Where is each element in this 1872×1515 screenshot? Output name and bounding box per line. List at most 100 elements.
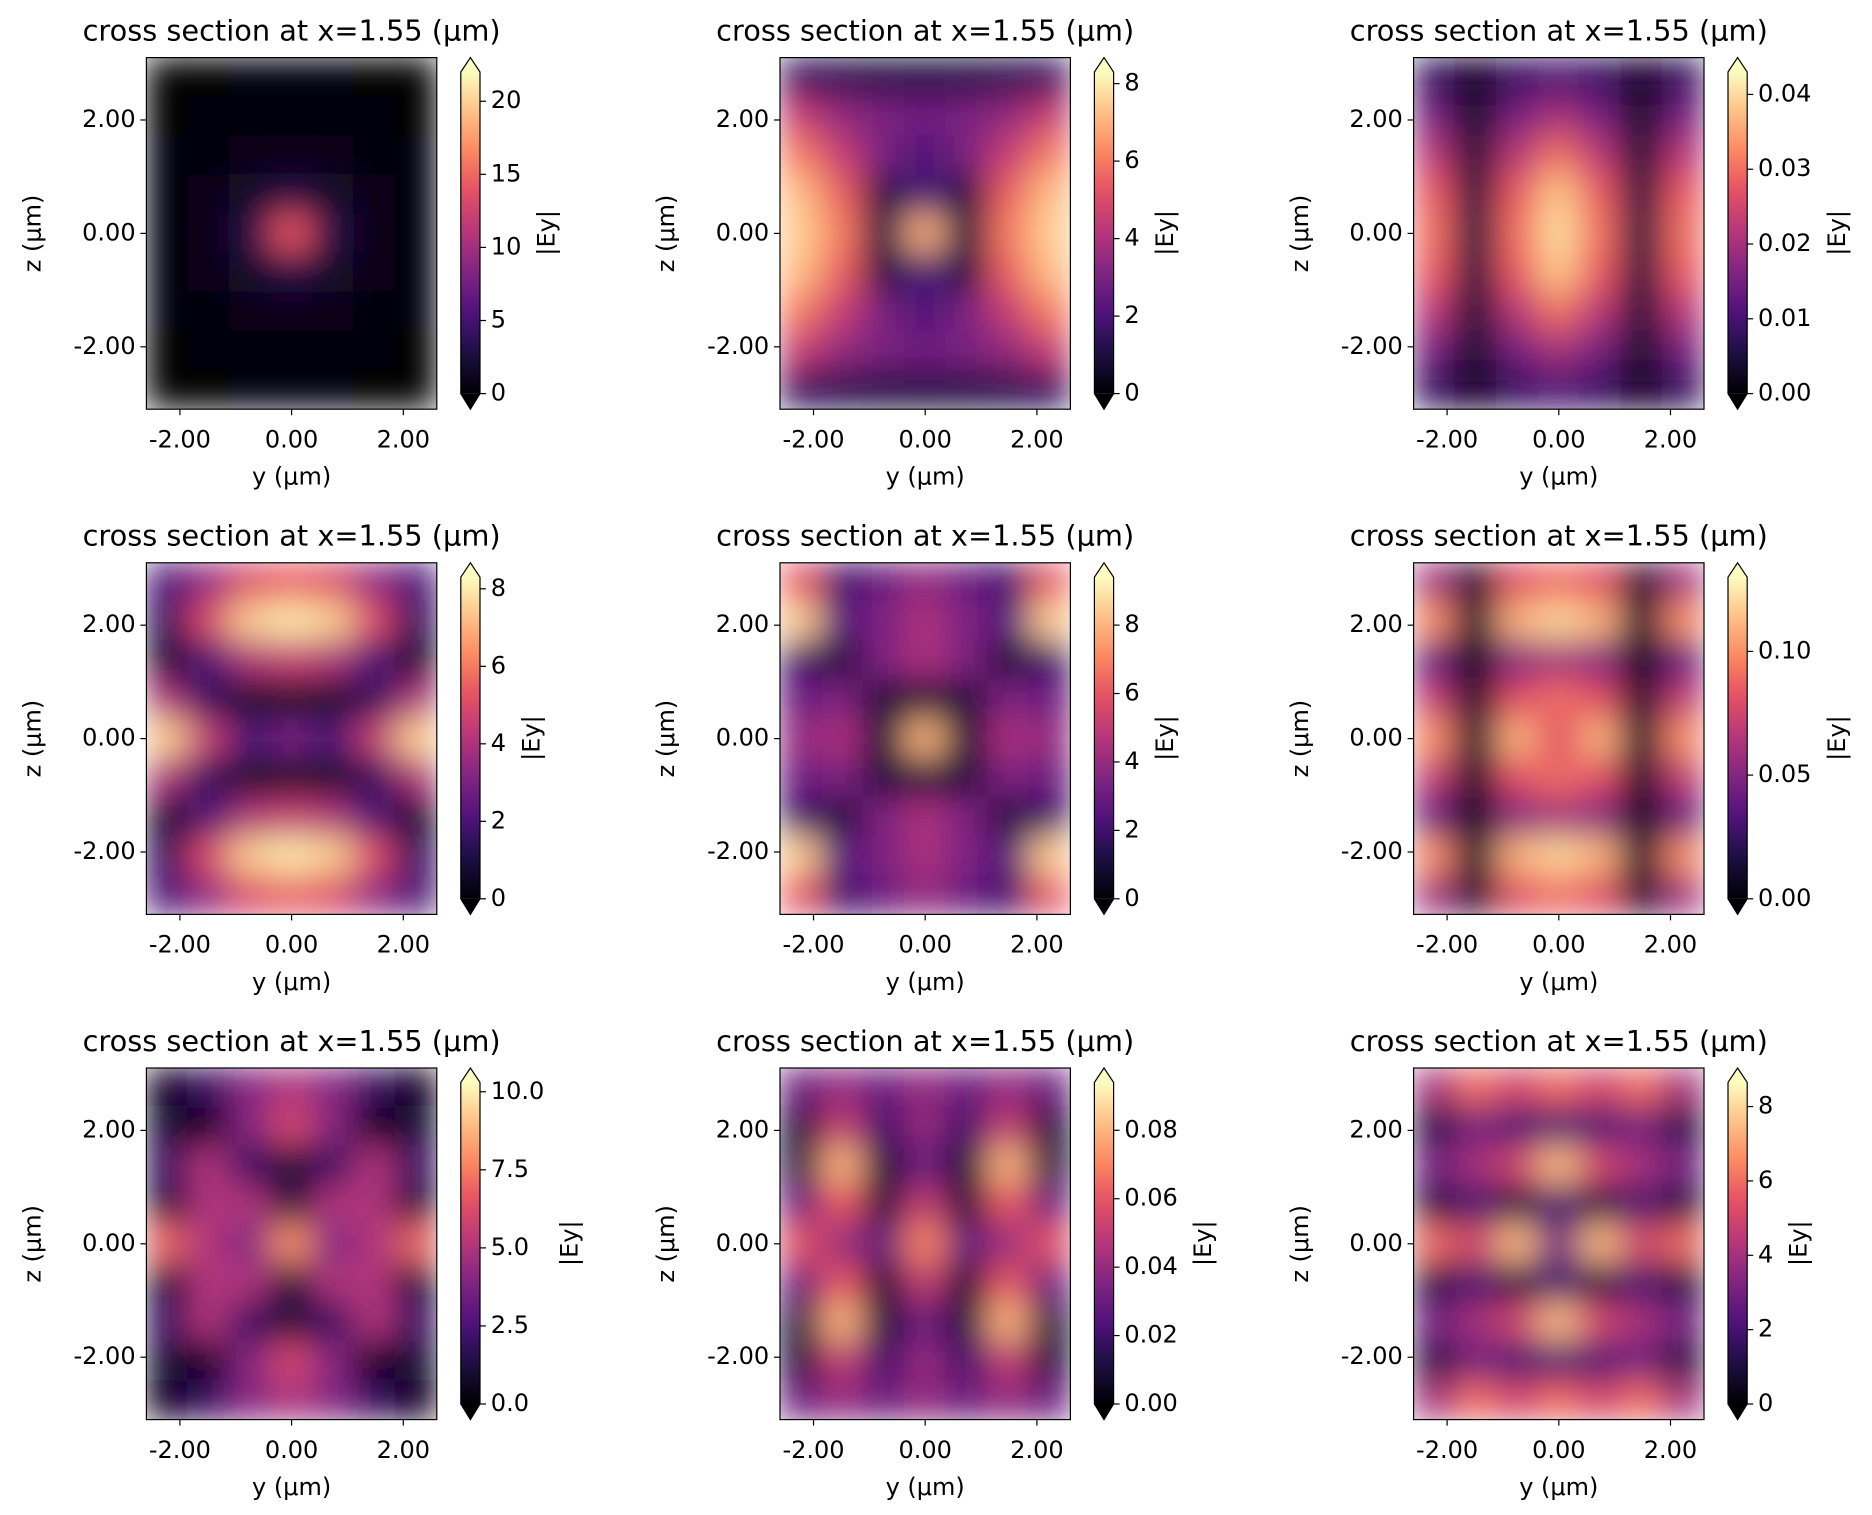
heatmap-cell [311,1068,355,1108]
heatmap-cell [1413,1184,1456,1225]
heatmap-cell [1413,213,1456,254]
heatmap-cell [1620,1262,1664,1304]
heatmap-cell [1537,57,1581,98]
heatmap-cell [394,601,437,642]
colorbar: 0.0 2.5 5.0 7.5 10.0 |Ey| [460,1066,584,1421]
heatmap-cell [1413,1145,1456,1186]
heatmap-cell [1578,1262,1622,1304]
heatmap-cell [945,601,989,642]
colorbar-extend-max [1728,1068,1748,1083]
y-tick-label: -2.00 [707,1342,769,1370]
heatmap-cell [986,796,1030,838]
colorbar-label: |Ey| [1189,1220,1217,1266]
colorbar-gradient [1728,72,1748,394]
heatmap-cell [353,601,397,642]
colorbar-tick-label: 6 [491,651,506,679]
heatmap-cell [903,330,947,371]
heatmap-cell [146,796,189,838]
heatmap-cell [146,1184,189,1225]
heatmap [1413,1068,1704,1420]
heatmap-cell [780,601,822,642]
heatmap-cell [311,174,355,215]
heatmap-cell [146,562,189,603]
heatmap-cell [945,1262,989,1304]
heatmap-cell [780,1301,822,1343]
heatmap-cell [353,369,397,410]
heatmap-cell [945,1068,989,1108]
heatmap-cell [187,369,230,410]
heatmap-cell [1413,874,1456,915]
heatmap-cells [146,1068,437,1420]
heatmap-cell [311,330,355,371]
heatmap-cell [270,874,313,915]
heatmap-cell [228,601,272,642]
x-tick-label: 2.00 [1644,1436,1697,1464]
heatmap-cell [1537,757,1581,798]
colorbar-tick-label: 0 [491,379,506,407]
heatmap-cell [1454,601,1498,642]
colorbar-tick-label: 4 [1758,1240,1773,1268]
x-tick-label: 0.00 [265,931,318,959]
colorbar-tick-label: 0.03 [1758,154,1811,182]
heatmap-cell [1454,330,1498,371]
x-tick-label: -2.00 [782,1436,844,1464]
heatmap-cell [1413,330,1456,371]
colorbar-tick-label: 0 [1758,1389,1773,1417]
heatmap-cell [394,874,437,915]
colorbar-gradient [1094,577,1114,899]
heatmap-cell [986,213,1030,254]
heatmap-cell [270,330,313,371]
colorbar-extend-max [1728,562,1748,578]
heatmap-cell [780,1262,822,1304]
heatmap-cell [353,134,397,176]
heatmap-cell [353,874,397,915]
heatmap-cell [187,1068,230,1108]
heatmap-cell [270,1380,313,1420]
heatmap [1413,562,1704,915]
x-tick-label: 0.00 [898,931,951,959]
x-axis-label: y (μm) [1519,968,1598,996]
heatmap-cell [1495,874,1539,915]
heatmap-cell [146,835,189,877]
heatmap-cell [820,330,864,371]
heatmap-cell [903,134,947,176]
y-tick-label: -2.00 [707,837,769,865]
heatmap-cell [862,1145,906,1186]
heatmap-cell [1578,757,1622,798]
heatmap-cell [1620,1380,1664,1420]
heatmap-cell [353,1262,397,1304]
heatmap-cell [1662,1145,1704,1186]
heatmap-cell [986,757,1030,798]
heatmap-cell [780,1380,822,1420]
heatmap-cell [187,95,230,137]
heatmap-cell [1413,640,1456,681]
y-tick-label: 2.00 [716,1115,769,1143]
colorbar-gradient [1728,1082,1748,1404]
heatmap-cell [353,640,397,681]
x-tick-label: -2.00 [149,931,211,959]
heatmap-cell [820,1106,864,1147]
colorbar-gradient [460,1082,480,1404]
heatmap-cell [986,835,1030,877]
heatmap-cell [228,1380,272,1420]
colorbar-extend-min [1094,1404,1114,1420]
x-tick-label: -2.00 [149,1436,211,1464]
heatmap-cell [1662,796,1704,838]
heatmap-cell [228,252,272,293]
heatmap-cell [1662,213,1704,254]
y-tick-label: 0.00 [82,218,135,246]
heatmap-cell [394,1380,437,1420]
heatmap-cell [945,57,989,98]
heatmap-cell [228,640,272,681]
y-tick-label: -2.00 [73,1342,135,1370]
heatmap-cell [903,174,947,215]
heatmap-cell [1495,835,1539,877]
heatmap-cell [945,1380,989,1420]
y-tick-label: -2.00 [73,837,135,865]
heatmap-cell [986,134,1030,176]
heatmap-cell [311,679,355,720]
y-axis-label: z (μm) [19,1205,47,1283]
heatmap-cells [780,562,1071,915]
heatmap-cell [903,1145,947,1186]
